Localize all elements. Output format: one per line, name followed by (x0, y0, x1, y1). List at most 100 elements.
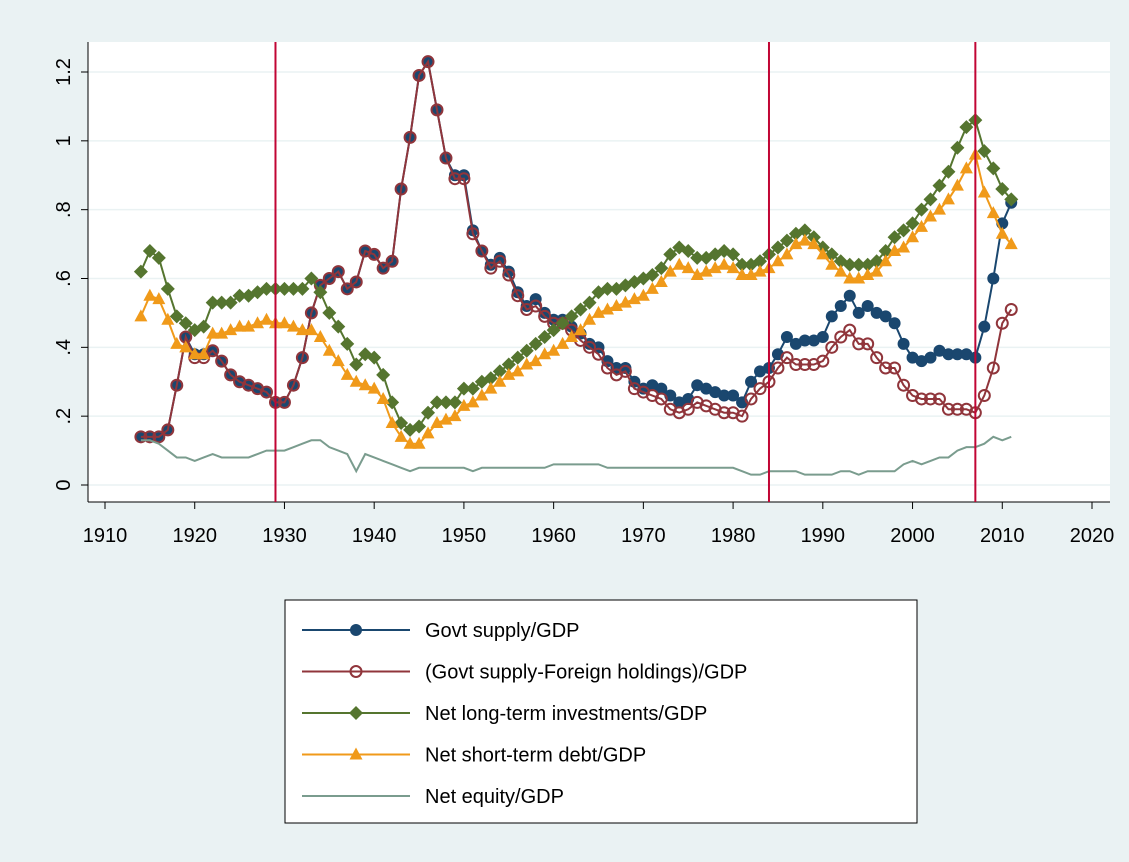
marker (376, 391, 390, 404)
marker (690, 250, 705, 265)
marker (780, 351, 794, 365)
marker (645, 268, 660, 283)
marker (295, 323, 309, 336)
marker (367, 247, 381, 261)
x-tick-label: 1920 (172, 525, 217, 547)
marker (322, 272, 336, 285)
marker (160, 281, 175, 296)
y-tick-label: .2 (53, 408, 75, 425)
marker (780, 331, 793, 344)
marker (708, 261, 722, 274)
marker (1004, 302, 1018, 316)
marker (888, 317, 901, 330)
marker (843, 323, 857, 337)
y-tick-label: .6 (53, 270, 75, 287)
marker (924, 351, 937, 364)
marker (878, 243, 893, 258)
marker (583, 312, 597, 325)
marker (727, 389, 740, 402)
marker (447, 395, 462, 410)
marker (663, 264, 677, 277)
marker (188, 347, 202, 360)
marker (600, 281, 615, 296)
marker (977, 389, 991, 403)
marker (483, 371, 498, 386)
marker (618, 364, 632, 378)
marker (133, 264, 148, 279)
marker (493, 374, 507, 387)
marker (179, 340, 193, 353)
legend-label: (Govt supply-Foreign holdings)/GDP (425, 662, 747, 684)
marker (394, 182, 408, 196)
marker (745, 375, 758, 388)
x-tick-label: 1970 (621, 525, 666, 547)
marker (493, 254, 507, 268)
marker (170, 336, 184, 349)
marker (672, 257, 686, 270)
marker (717, 243, 732, 258)
marker (897, 337, 910, 350)
marker (636, 288, 650, 301)
marker (753, 382, 767, 396)
marker (502, 367, 516, 380)
marker (456, 381, 471, 396)
marker (888, 243, 902, 256)
marker (717, 257, 731, 270)
marker (941, 192, 955, 205)
x-tick-label: 2010 (980, 525, 1025, 547)
marker (259, 281, 274, 296)
marker (986, 161, 1001, 176)
marker (834, 330, 848, 344)
marker (771, 361, 785, 375)
marker (870, 264, 884, 277)
marker (582, 295, 597, 310)
marker (807, 237, 821, 250)
marker (753, 254, 768, 269)
marker (206, 326, 220, 339)
marker (726, 247, 741, 262)
marker (232, 288, 247, 303)
legend-box (284, 599, 918, 824)
marker (816, 331, 829, 344)
marker (870, 351, 884, 365)
marker (178, 316, 193, 331)
marker (923, 392, 937, 406)
marker (501, 357, 516, 372)
marker (852, 306, 865, 319)
marker (995, 316, 1009, 330)
legend-marker (349, 747, 363, 760)
marker (537, 330, 552, 345)
marker (492, 364, 507, 379)
marker (789, 237, 803, 250)
marker (215, 354, 229, 368)
marker (439, 412, 453, 425)
marker (986, 206, 1000, 219)
marker (816, 354, 830, 368)
marker (941, 164, 956, 179)
marker (959, 161, 973, 174)
marker (887, 230, 902, 245)
marker (852, 337, 866, 351)
marker (367, 381, 381, 394)
marker (932, 202, 946, 215)
marker (286, 281, 301, 296)
marker (977, 185, 991, 198)
marker (861, 300, 874, 313)
legend-marker (349, 665, 363, 678)
marker (825, 340, 839, 354)
marker (349, 275, 363, 289)
marker (690, 268, 704, 281)
legend-marker (349, 706, 363, 720)
marker (592, 305, 605, 318)
x-tick-label: 1910 (83, 525, 128, 547)
marker (923, 209, 937, 222)
legend-label: Net short-term debt/GDP (425, 745, 646, 767)
marker (142, 243, 157, 258)
marker (573, 302, 588, 317)
marker (448, 409, 462, 422)
x-tick-label: 1930 (262, 525, 307, 547)
marker (331, 319, 346, 334)
marker (197, 347, 211, 360)
marker (224, 323, 238, 336)
marker (134, 309, 148, 322)
